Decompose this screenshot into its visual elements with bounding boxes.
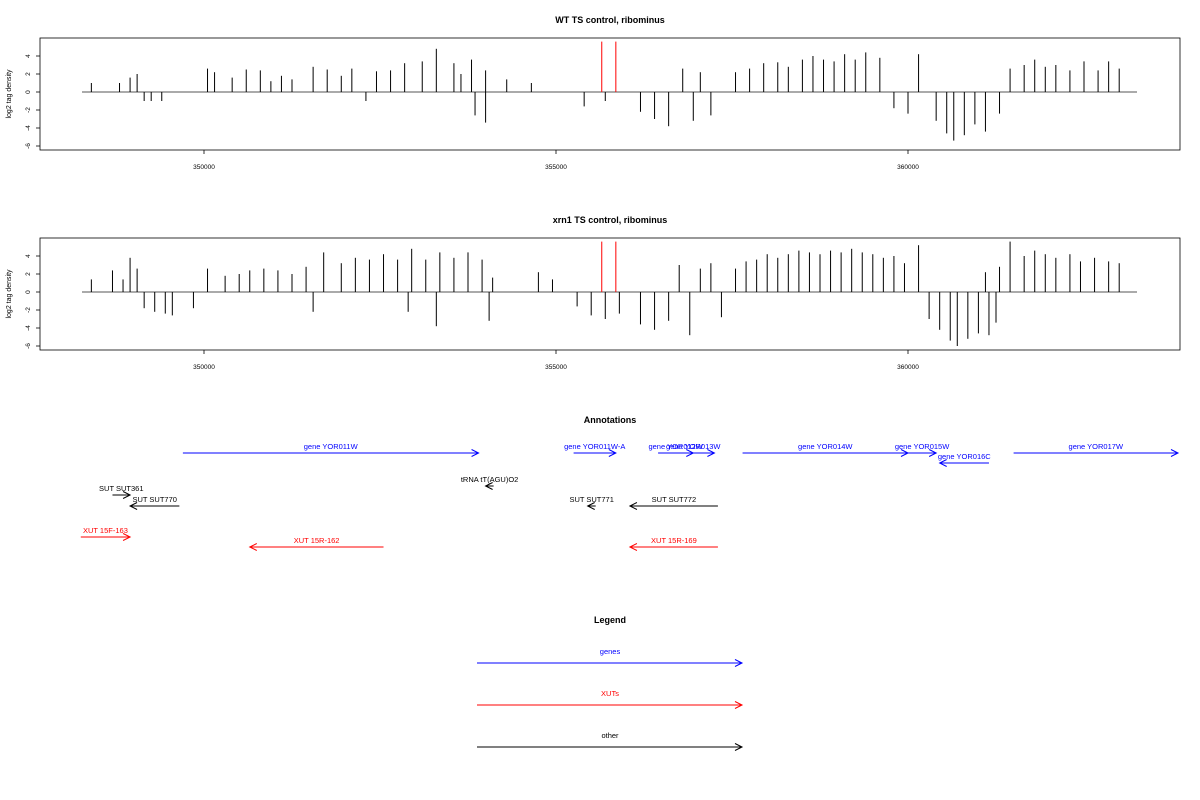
arrow-head xyxy=(484,482,493,490)
annotation-label: SUT SUT770 xyxy=(132,495,176,504)
annotation-arrow xyxy=(672,449,716,457)
y-tick-label: 2 xyxy=(25,272,32,276)
annotation-label: tRNA tT(AGU)O2 xyxy=(461,475,519,484)
legend: genes XUTs other xyxy=(477,647,744,751)
density-bars xyxy=(82,41,1137,141)
y-tick-label: -2 xyxy=(25,107,32,113)
arrow-head xyxy=(128,502,138,510)
annotation-arrow xyxy=(248,543,384,551)
arrow-head xyxy=(608,449,617,457)
y-axis-label: log2 tag density xyxy=(6,269,13,319)
panel-title: xrn1 TS control, ribominus xyxy=(553,215,668,225)
density-bars xyxy=(82,241,1137,346)
annotation-label: gene YOR015W xyxy=(895,442,950,451)
legend-arrow xyxy=(477,659,744,667)
annotation-arrow xyxy=(484,482,494,490)
y-tick-label: 0 xyxy=(25,290,32,294)
plot-frame xyxy=(39,37,1181,151)
y-tick-label: 4 xyxy=(25,254,32,258)
annotation-label: gene YOR014W xyxy=(798,442,853,451)
annotation-label: gene YOR017W xyxy=(1069,442,1124,451)
annotation-arrow xyxy=(112,491,132,499)
annotation-label: SUT SUT361 xyxy=(99,484,143,493)
annotation-label: XUT 15R-162 xyxy=(294,536,340,545)
arrow-head xyxy=(122,533,132,541)
panel-title: WT TS control, ribominus xyxy=(555,15,665,25)
legend-arrow xyxy=(477,701,744,709)
annotation-arrow xyxy=(908,449,938,457)
legend-label: XUTs xyxy=(601,689,619,698)
xrn1-density-panel: xrn1 TS control, ribominus log2 tag dens… xyxy=(6,215,1181,371)
annotation-arrow xyxy=(628,502,718,510)
x-tick-label: 355000 xyxy=(545,364,567,371)
y-axis-label: log2 tag density xyxy=(6,69,13,119)
arrow-head xyxy=(734,743,744,751)
arrow-head xyxy=(1170,449,1180,457)
y-tick-label: -2 xyxy=(25,307,32,313)
arrow-head xyxy=(707,449,716,457)
x-tick-label: 360000 xyxy=(897,364,919,371)
annotation-arrow xyxy=(938,459,989,467)
annotation-arrow xyxy=(182,449,480,457)
arrow-head xyxy=(471,449,480,457)
y-ticks: -6 -4 -2 0 2 4 xyxy=(25,254,40,349)
x-tick-label: 350000 xyxy=(193,364,215,371)
x-tick-label: 360000 xyxy=(897,164,919,171)
annotation-arrow xyxy=(573,449,617,457)
x-tick-label: 350000 xyxy=(193,164,215,171)
legend-label: genes xyxy=(600,647,621,656)
y-tick-label: 4 xyxy=(25,54,32,58)
y-tick-label: -6 xyxy=(25,343,32,349)
legend-label: other xyxy=(601,731,619,740)
y-ticks: -6 -4 -2 0 2 4 xyxy=(25,54,40,149)
annotation-track: gene YOR011W gene YOR011W-A gene YOR012Wge… xyxy=(80,442,1180,551)
y-tick-label: -4 xyxy=(25,325,32,331)
annotation-arrow xyxy=(628,543,718,551)
arrow-head xyxy=(734,701,744,709)
y-tick-label: 2 xyxy=(25,72,32,76)
x-tick-label: 355000 xyxy=(545,164,567,171)
x-ticks: 350000 355000 360000 xyxy=(193,150,919,171)
annotation-label: SUT SUT771 xyxy=(569,495,613,504)
annotation-label: gene YOR011W xyxy=(304,442,359,451)
y-tick-label: 0 xyxy=(25,90,32,94)
annotation-label: XUT 15F-163 xyxy=(83,526,128,535)
annotation-arrow xyxy=(586,502,596,510)
annotation-label: gene YOR016C xyxy=(938,452,991,461)
legend-arrow xyxy=(477,743,744,751)
arrow-head xyxy=(734,659,744,667)
annotation-label: SUT SUT772 xyxy=(652,495,696,504)
arrow-head xyxy=(248,543,257,551)
plot-frame xyxy=(39,237,1181,351)
annotation-label: XUT 15R-169 xyxy=(651,536,697,545)
arrow-head xyxy=(938,459,947,467)
annotation-label: gene YOR013W xyxy=(666,442,721,451)
y-tick-label: -4 xyxy=(25,125,32,131)
annotation-arrow xyxy=(80,533,132,541)
annotation-label: gene YOR011W-A xyxy=(564,442,625,451)
annotation-arrow xyxy=(128,502,180,510)
x-ticks: 350000 355000 360000 xyxy=(193,350,919,371)
arrow-head xyxy=(628,502,638,510)
annotation-arrow xyxy=(1013,449,1180,457)
annotation-label: gene YOR012W xyxy=(648,442,703,451)
annotations-title: Annotations xyxy=(584,415,637,425)
arrow-head xyxy=(928,449,938,457)
wt-density-panel: WT TS control, ribominus log2 tag densit… xyxy=(6,15,1181,171)
y-tick-label: -6 xyxy=(25,143,32,149)
arrow-head xyxy=(628,543,638,551)
legend-title: Legend xyxy=(594,615,626,625)
arrow-head xyxy=(586,502,595,510)
arrow-head xyxy=(122,491,132,499)
